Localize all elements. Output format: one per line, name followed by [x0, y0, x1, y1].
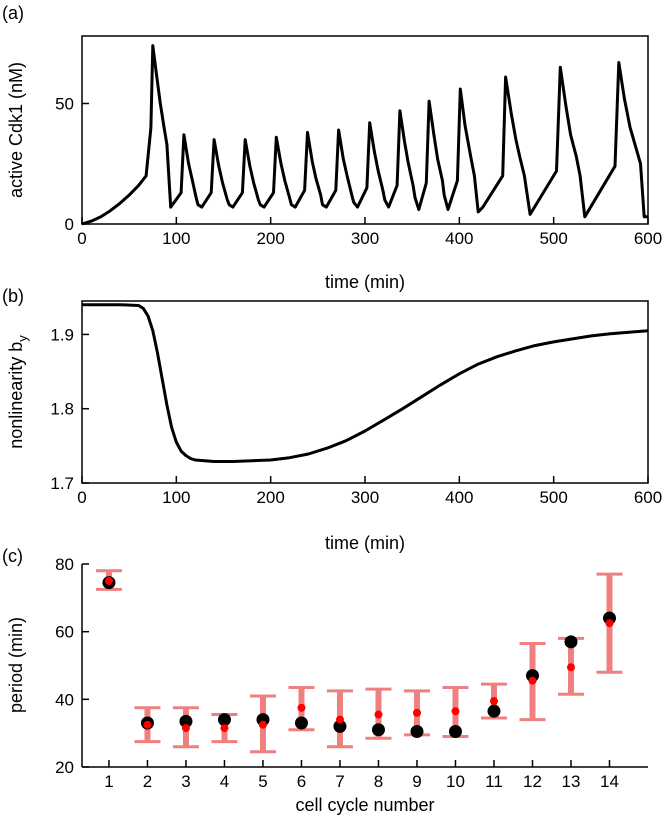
panel-c-x-tick-label-5: 6 — [297, 772, 306, 791]
red-point-1 — [104, 576, 113, 585]
red-point-4 — [220, 724, 229, 733]
black-point-13 — [564, 635, 578, 649]
black-point-3 — [179, 714, 193, 728]
panel-b-y-tick-label-2: 1.9 — [50, 325, 74, 344]
panel-b-y-axis-label: nonlinearity by — [6, 335, 30, 449]
red-point-12 — [528, 676, 537, 685]
red-point-14 — [605, 619, 614, 628]
red-point-3 — [181, 724, 190, 733]
red-point-13 — [566, 663, 575, 672]
panel-b-x-tick-label-5: 500 — [539, 488, 567, 507]
panel-c-x-axis-label: cell cycle number — [295, 795, 434, 815]
black-point-8 — [371, 723, 385, 737]
panel-b-series-line — [82, 303, 649, 463]
red-point-9 — [412, 708, 421, 717]
panel-c-x-tick-label-6: 7 — [335, 772, 344, 791]
red-point-11 — [489, 697, 498, 706]
panel-c-y-tick-label-2: 60 — [55, 623, 74, 642]
panel-a-x-tick-label-6: 600 — [634, 229, 662, 248]
black-point-11 — [487, 704, 501, 718]
panel-a: (a) 0 100 200 300 400 500 600 0 50 time (min) ac… — [2, 3, 662, 292]
panel-c-x-tick-label-12: 13 — [562, 772, 581, 791]
panel-c-label: (c) — [2, 546, 23, 566]
panel-c-x-tick-label-13: 14 — [600, 772, 619, 791]
panel-c-x-tick-label-8: 9 — [412, 772, 421, 791]
panel-c-y-axis-label: period (min) — [6, 617, 26, 713]
panel-b-frame — [81, 300, 649, 484]
red-point-7 — [335, 715, 344, 724]
panel-c-x-tick-label-9: 10 — [446, 772, 465, 791]
panel-c-x-tick-label-11: 12 — [523, 772, 542, 791]
red-point-8 — [374, 710, 383, 719]
panel-c-x-tick-label-4: 5 — [258, 772, 267, 791]
panel-b-y-tick-label-1: 1.8 — [50, 400, 74, 419]
black-point-4 — [217, 713, 231, 727]
red-point-2 — [143, 720, 152, 729]
panel-a-series-line — [81, 44, 648, 226]
panel-a-y-tick-label-1: 50 — [55, 94, 74, 113]
panel-b-y-axis-label-subscript: y — [15, 335, 30, 342]
panel-a-x-tick-label-2: 200 — [256, 229, 284, 248]
panel-c-y-tick-label-3: 80 — [55, 555, 74, 574]
panel-a-x-tick-label-4: 400 — [445, 229, 473, 248]
panel-a-y-axis-label: active Cdk1 (nM) — [6, 62, 26, 198]
red-point-6 — [297, 703, 306, 712]
panel-a-x-axis-label: time (min) — [325, 272, 405, 292]
panel-b-x-tick-label-1: 100 — [162, 488, 190, 507]
panel-a-x-tick-label-0: 0 — [77, 229, 86, 248]
black-point-10 — [448, 724, 462, 738]
panel-b: (b) 0 100 200 300 400 500 600 1.7 1.8 1.9 time (m… — [2, 286, 662, 553]
panel-b-x-tick-label-6: 600 — [634, 488, 662, 507]
panel-b-x-tick-label-0: 0 — [77, 488, 86, 507]
panel-c-x-tick-label-7: 8 — [374, 772, 383, 791]
panel-b-ticks: 0 100 200 300 400 500 600 1.7 1.8 1.9 — [50, 325, 662, 507]
panel-c-x-tick-label-3: 4 — [220, 772, 229, 791]
panel-c-marks — [95, 569, 623, 754]
panel-a-x-tick-label-3: 300 — [351, 229, 379, 248]
panel-a-label: (a) — [2, 3, 24, 23]
panel-a-frame — [81, 35, 649, 225]
panel-c-y-tick-label-0: 20 — [55, 758, 74, 777]
panel-b-x-axis-label: time (min) — [325, 533, 405, 553]
panel-a-ticks: 0 100 200 300 400 500 600 0 50 — [55, 94, 662, 248]
panel-b-x-tick-label-3: 300 — [351, 488, 379, 507]
red-point-10 — [451, 707, 460, 716]
black-point-9 — [410, 724, 424, 738]
black-point-7 — [333, 719, 347, 733]
black-point-6 — [294, 716, 308, 730]
panel-a-x-tick-label-5: 500 — [539, 229, 567, 248]
panel-b-label: (b) — [2, 286, 24, 306]
panel-c-y-tick-label-1: 40 — [55, 690, 74, 709]
panel-b-x-tick-label-4: 400 — [445, 488, 473, 507]
panel-b-y-axis-label-main: nonlinearity b — [6, 342, 26, 449]
panel-b-x-tick-label-2: 200 — [256, 488, 284, 507]
panel-a-y-tick-label-0: 0 — [65, 215, 74, 234]
panel-b-y-tick-label-0: 1.7 — [50, 474, 74, 493]
panel-c-x-tick-label-1: 2 — [143, 772, 152, 791]
red-point-5 — [258, 720, 267, 729]
panel-c-x-tick-label-0: 1 — [104, 772, 113, 791]
panel-c-x-tick-label-10: 11 — [485, 772, 503, 791]
panel-c-x-tick-label-2: 3 — [181, 772, 190, 791]
panel-a-x-tick-label-1: 100 — [162, 229, 190, 248]
